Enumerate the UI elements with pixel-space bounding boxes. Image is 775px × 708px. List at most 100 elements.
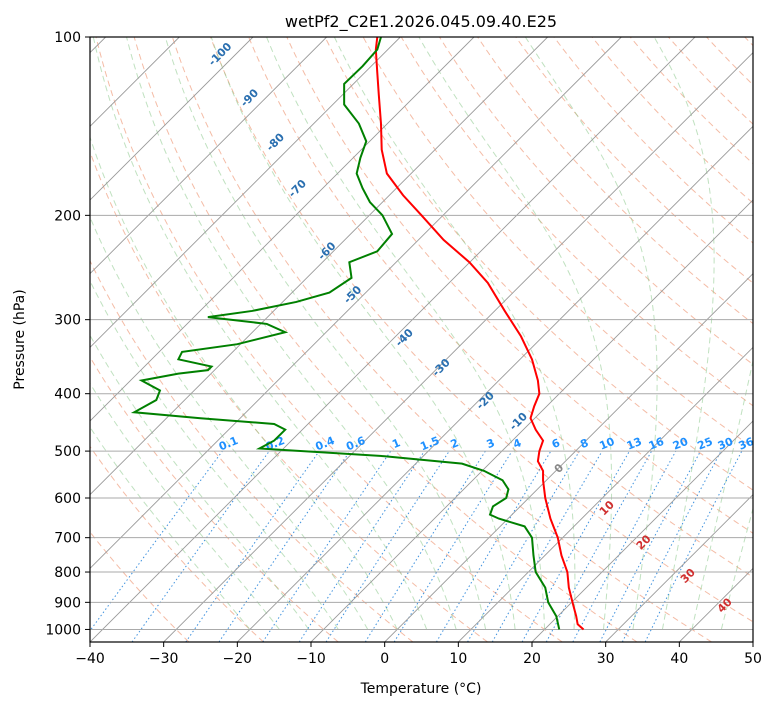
mixing-ratio-line — [218, 450, 351, 642]
mixing-ratio-label: 10 — [597, 435, 616, 453]
moist-adiabat — [90, 135, 398, 630]
y-tick-label: 100 — [54, 30, 81, 46]
mixing-ratio-label: 20 — [671, 435, 690, 453]
profile-series — [130, 37, 585, 631]
dry-adiabat — [248, 37, 753, 578]
y-tick-label: 700 — [54, 531, 81, 547]
mixing-ratio-line — [545, 450, 653, 642]
moist-adiabat — [720, 506, 753, 630]
moist-adiabat — [90, 334, 310, 630]
dry-adiabat — [286, 37, 753, 534]
dry-adiabat-label: -80 — [264, 130, 287, 153]
dry-adiabat — [90, 259, 414, 642]
dry-adiabat-label: -20 — [474, 389, 497, 412]
isotherm-line — [752, 641, 753, 642]
isotherm-line — [458, 346, 753, 642]
dry-adiabat — [171, 37, 712, 642]
plot-frame — [89, 36, 754, 643]
moist-adiabat — [90, 426, 251, 630]
mixing-ratio-label: 0.4 — [314, 434, 337, 453]
isotherm-label: 20 — [634, 532, 654, 552]
chart-title: wetPf2_C2E1.2026.045.09.40.E25 — [285, 12, 557, 32]
mixing-ratio-line — [185, 450, 320, 642]
dry-adiabat-label: -70 — [286, 177, 309, 200]
mixing-ratio-line — [599, 450, 701, 642]
y-tick-label: 600 — [54, 491, 81, 507]
x-tick-label: 40 — [670, 651, 688, 667]
dry-adiabat — [591, 37, 753, 204]
y-tick-label: 200 — [54, 208, 81, 224]
mixing-ratio-label: 1.5 — [418, 434, 441, 453]
mixing-ratio-label: 13 — [625, 435, 644, 453]
moist-adiabat — [126, 37, 457, 630]
dry-adiabat — [210, 37, 753, 623]
y-tick-label: 800 — [54, 565, 81, 581]
x-tick-label: 0 — [380, 651, 389, 667]
dry-adiabat-label: -10 — [507, 410, 530, 433]
moist-adiabat — [266, 37, 546, 630]
isotherm-line — [531, 420, 753, 642]
moist-adiabat — [333, 37, 576, 630]
isotherm-line — [90, 37, 548, 496]
dry-adiabat-label: -100 — [206, 40, 235, 69]
mixing-ratio-label: 36 — [737, 435, 756, 453]
x-tick-label: 30 — [597, 651, 615, 667]
x-tick-label: −30 — [149, 651, 179, 667]
y-tick-label: 400 — [54, 387, 81, 403]
x-tick-label: 50 — [744, 651, 762, 667]
isotherm-line — [90, 37, 475, 422]
moist-adiabat — [691, 358, 753, 630]
isotherm-line — [90, 37, 622, 569]
isotherm-line — [237, 125, 753, 642]
isotherm-line — [90, 37, 401, 348]
dry-adiabat — [668, 37, 753, 125]
mixing-ratio-label: 6 — [550, 436, 562, 451]
mixing-ratio-label: 16 — [647, 435, 666, 453]
isotherm-line — [310, 199, 753, 642]
dry-adiabat — [706, 37, 753, 86]
dry-adiabat-label: -50 — [341, 283, 364, 306]
dry-adiabat — [744, 37, 753, 47]
mixing-ratio-label: 2 — [449, 436, 461, 451]
mixing-ratio-line — [262, 450, 392, 642]
y-axis-label: Pressure (hPa) — [12, 289, 28, 389]
grid-lines — [90, 37, 753, 642]
dry-adiabat-label: -30 — [430, 356, 453, 379]
y-tick-label: 900 — [54, 595, 81, 611]
moist-adiabat — [90, 215, 369, 630]
mixing-ratio-label: 30 — [716, 435, 735, 453]
mixing-ratio-label: 0.1 — [217, 434, 240, 453]
dry-adiabat — [90, 531, 190, 642]
moist-adiabat — [90, 279, 339, 630]
mixing-ratio-label: 25 — [695, 435, 714, 453]
mixing-ratio-line — [644, 450, 743, 642]
moist-adiabat — [92, 37, 428, 630]
mixing-ratio-line — [572, 450, 677, 642]
isotherm-line — [679, 567, 753, 642]
moist-adiabat — [653, 37, 715, 630]
dry-adiabat-label: -40 — [393, 326, 416, 349]
background-lines — [90, 37, 753, 642]
x-tick-label: −40 — [75, 651, 105, 667]
mixing-ratio-label: 1 — [390, 436, 402, 451]
moist-adiabat — [210, 37, 516, 630]
dry-adiabat — [95, 37, 563, 642]
isotherm-line — [605, 494, 753, 642]
moist-adiabat — [164, 37, 487, 630]
isotherm-label: 0 — [552, 461, 567, 476]
x-axis: −40 −30 −20 −10 0 10 20 30 40 50 — [75, 642, 762, 667]
mixing-ratio-label: 3 — [485, 436, 497, 451]
mixing-ratio-line — [364, 450, 486, 642]
x-tick-label: −20 — [223, 651, 253, 667]
mixing-ratio-line — [131, 450, 270, 642]
profile-line — [130, 37, 561, 630]
isotherm-line — [384, 273, 753, 642]
mixing-ratio-line — [298, 450, 425, 642]
dry-adiabat — [90, 445, 264, 642]
dry-adiabat — [90, 356, 339, 642]
mixing-ratio-line — [90, 450, 223, 632]
isotherm-line — [163, 52, 753, 642]
x-tick-label: 10 — [449, 651, 467, 667]
moist-adiabat — [418, 37, 613, 630]
